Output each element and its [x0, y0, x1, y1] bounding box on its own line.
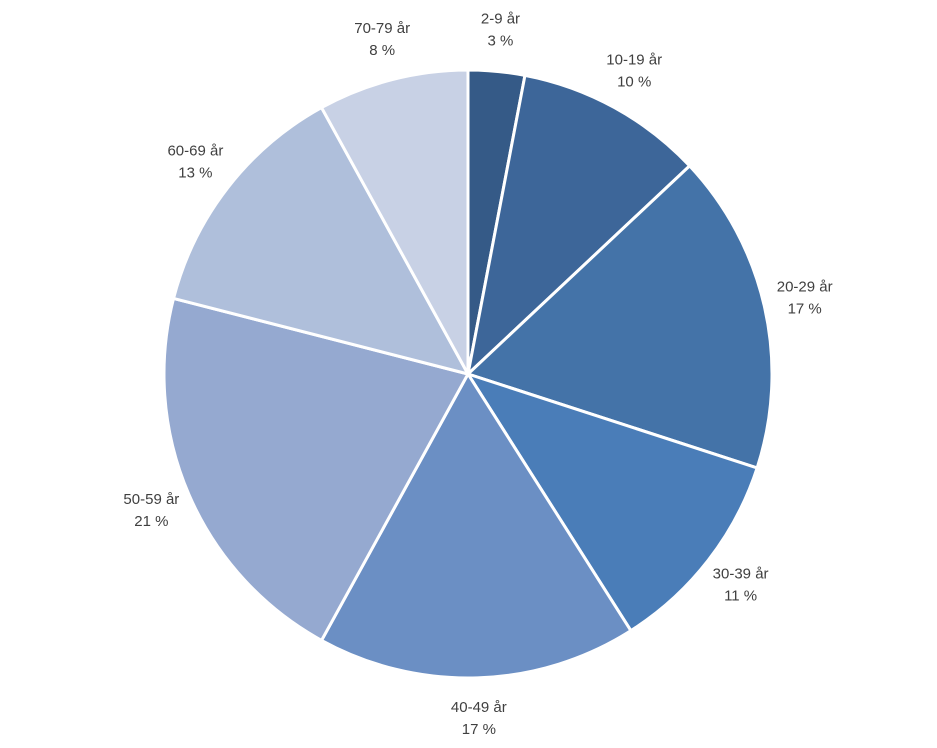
- slice-value-label: 8 %: [369, 42, 395, 59]
- slice-value-label: 11 %: [724, 587, 757, 604]
- slice-value-label: 3 %: [488, 32, 514, 49]
- slice-category-label: 10-19 år: [606, 52, 662, 69]
- slice-value-label: 21 %: [134, 513, 168, 530]
- pie-slice: [162, 296, 471, 643]
- pie-slice: [319, 68, 470, 375]
- slice-category-label: 50-59 år: [123, 491, 179, 508]
- slice-category-label: 70-79 år: [354, 20, 410, 37]
- slice-category-label: 30-39 år: [713, 565, 769, 582]
- slice-value-label: 13 %: [178, 165, 212, 182]
- pie-slice: [319, 371, 633, 680]
- slice-value-label: 17 %: [462, 721, 496, 738]
- pie-slice: [464, 371, 760, 633]
- pie-slice: [465, 163, 774, 470]
- slice-category-label: 20-29 år: [777, 279, 833, 296]
- slice-category-label: 2-9 år: [481, 10, 520, 27]
- slice-value-label: 17 %: [788, 301, 822, 318]
- pie-slice: [171, 105, 471, 377]
- pie-slice: [465, 73, 692, 379]
- slice-value-label: 10 %: [617, 74, 651, 91]
- slice-category-label: 60-69 år: [167, 143, 223, 160]
- slice-category-label: 40-49 år: [451, 699, 507, 716]
